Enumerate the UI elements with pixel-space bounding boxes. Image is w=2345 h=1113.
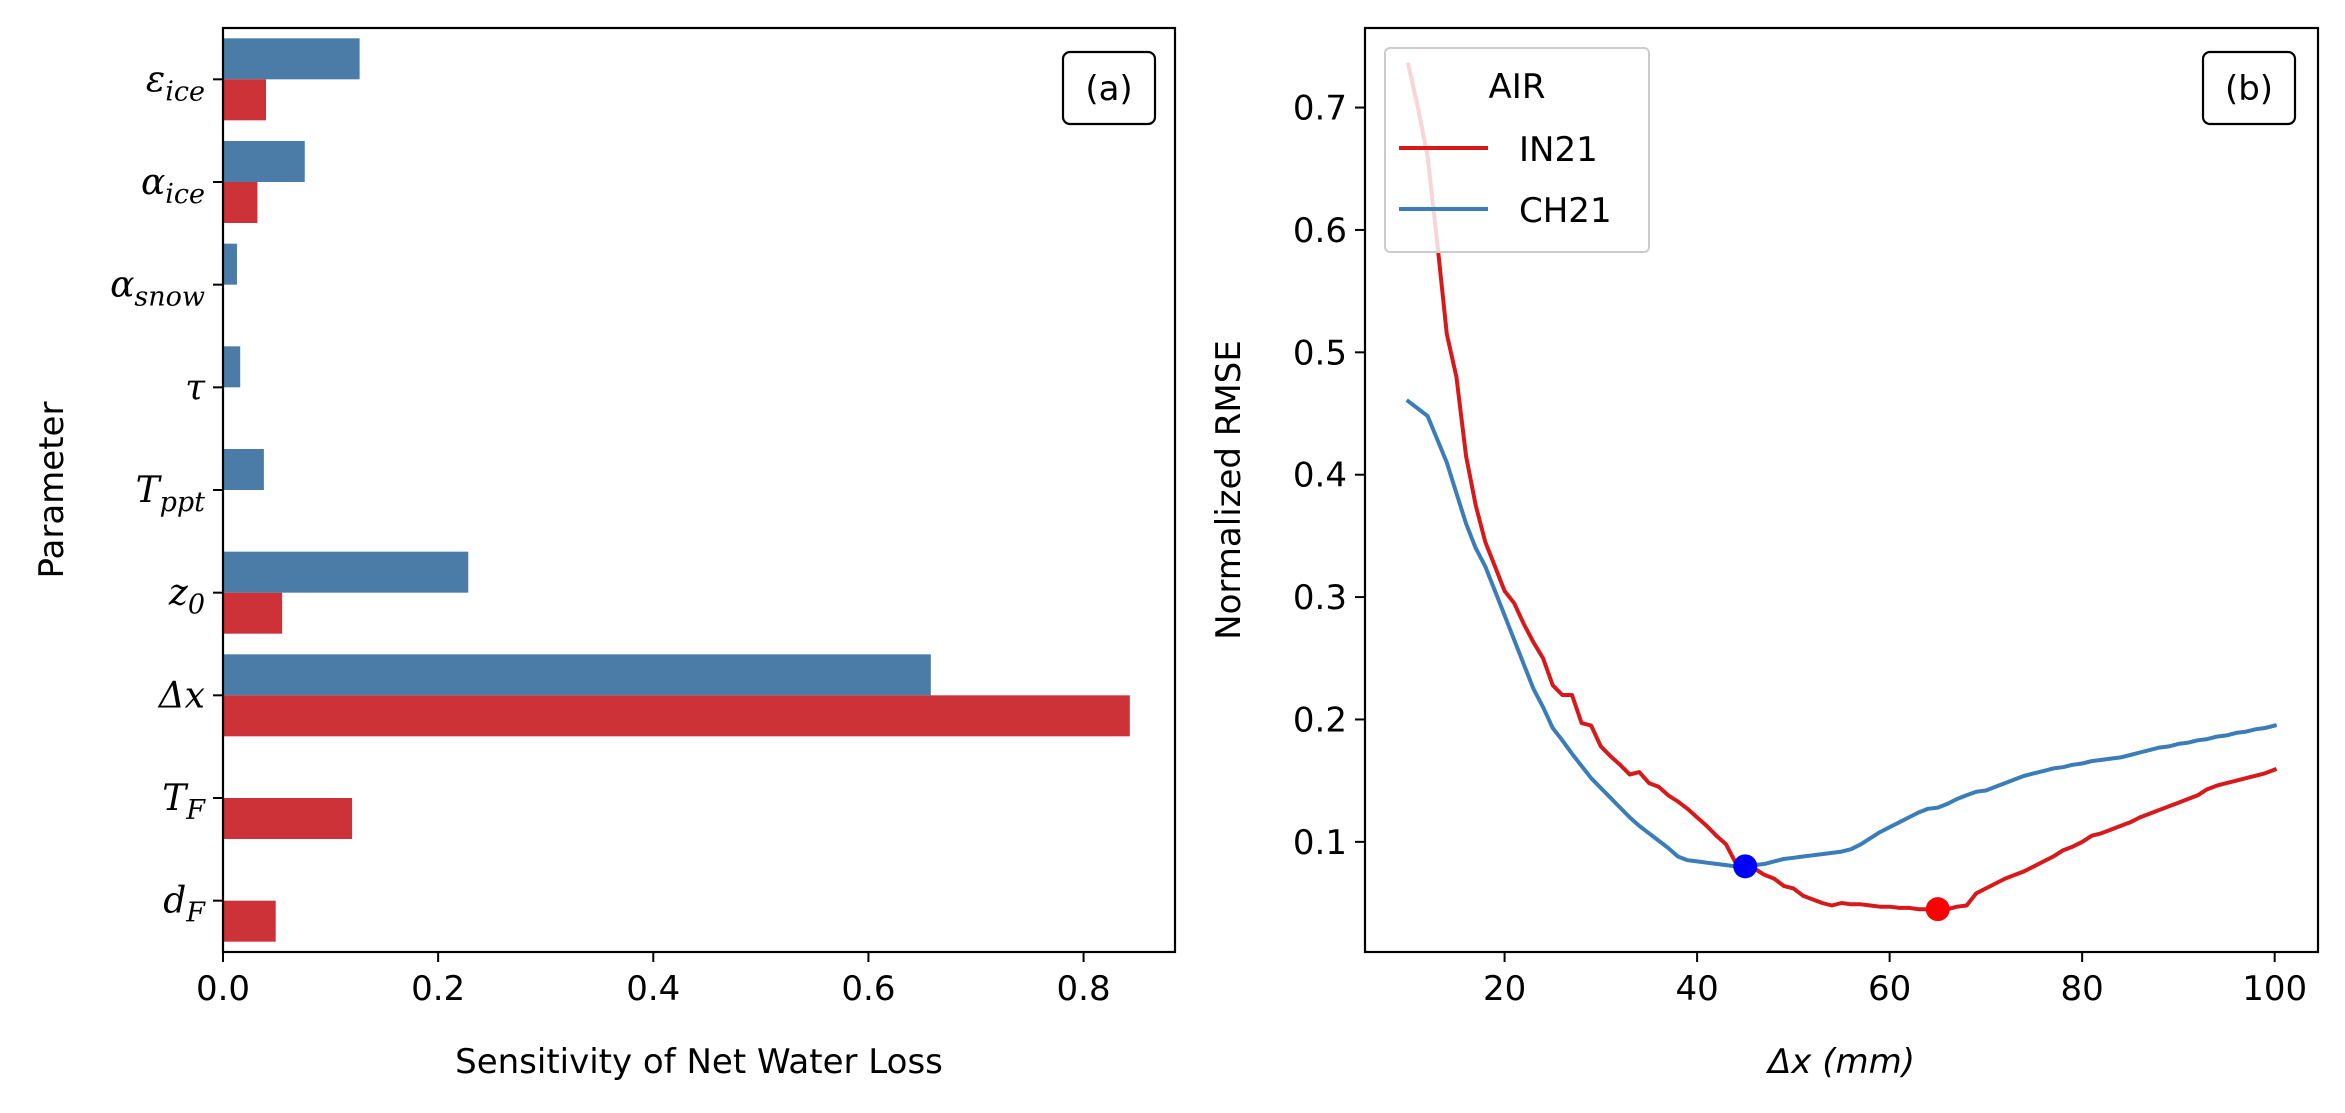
panel-a-parameter-ticks: εice αice αsnow τ Tppt z0 Δx TF dF: [110, 59, 223, 929]
y-tick-label-T_F: TF: [162, 778, 206, 826]
panel-b-frame: [1363, 26, 2320, 954]
bar-alpha_ice-series-1: [223, 141, 305, 182]
x-tick-label: 20: [1483, 969, 1526, 1009]
legend-label-ch21: CH21: [1519, 191, 1612, 231]
panel-a-y-axis-label: Parameter: [32, 402, 72, 579]
bar-alpha_snow-series-1: [223, 243, 237, 285]
panel-a-tag-label: (a): [1085, 69, 1132, 109]
panel-b-x-axis-label: Δx (mm): [1765, 1042, 1915, 1082]
bar-dx-series-1: [223, 654, 931, 696]
bar-tau-series-1: [223, 346, 241, 388]
bar-alpha_ice-series-2: [223, 182, 258, 223]
bar-z0-series-1: [223, 551, 469, 593]
panel-b-tag-label: (b): [2225, 69, 2273, 109]
panel-b-y-ticks: 0.1 0.2 0.3 0.4 0.5 0.6 0.7: [1293, 89, 1365, 863]
bar-eps_ice-series-2: [223, 79, 267, 121]
minimum-marker-ch21: [1733, 854, 1758, 879]
bar-z0-series-2: [223, 592, 283, 634]
series-line-in21: [1405, 62, 2278, 912]
y-tick-label-z0: z0: [168, 573, 205, 621]
legend-label-in21: IN21: [1519, 130, 1598, 170]
panel-a-frame: [221, 26, 1177, 954]
bar-eps_ice-series-1: [223, 38, 360, 80]
y-tick-label: 0.5: [1293, 333, 1347, 373]
y-tick-label-T_ppt: Tppt: [136, 470, 206, 518]
panel-b-x-ticks: 20 40 60 80 100: [1483, 952, 2307, 1009]
bar-dx-series-2: [223, 695, 1130, 737]
x-tick-label: 40: [1675, 969, 1718, 1009]
x-tick-label: 100: [2242, 969, 2307, 1009]
x-tick-label: 0.4: [626, 969, 680, 1009]
y-tick-label-alpha_snow: αsnow: [110, 265, 205, 313]
minimum-marker-in21: [1925, 897, 1950, 922]
y-tick-label: 0.4: [1293, 456, 1347, 496]
series-line-ch21: [1405, 398, 2278, 869]
y-tick-label-alpha_ice: αice: [141, 162, 205, 210]
panel-b-series-lines: [1405, 62, 2278, 912]
y-tick-label-tau: τ: [185, 367, 206, 408]
panel-b-legend: AIR IN21 CH21: [1384, 47, 1650, 253]
x-tick-label: 60: [1868, 969, 1911, 1009]
x-tick-label: 0.6: [841, 969, 895, 1009]
panel-b-line-chart: 20 40 60 80 100 0.1 0.2 0.3 0.4 0.5 0.6 0.7 Δx (mm…: [1209, 26, 2320, 1082]
bar-d_F-series-2: [223, 900, 276, 942]
bar-T_ppt-series-1: [223, 449, 264, 490]
y-tick-label: 0.3: [1293, 578, 1347, 618]
y-tick-label: 0.7: [1293, 89, 1347, 129]
x-tick-label: 0.8: [1057, 969, 1111, 1009]
bar-T_F-series-2: [223, 798, 353, 839]
panel-a-bars: [223, 38, 1130, 942]
panel-b-tag: (b): [2201, 50, 2297, 126]
y-tick-label-eps_ice: εice: [146, 59, 205, 107]
x-tick-label: 80: [2061, 969, 2104, 1009]
y-tick-label: 0.6: [1293, 211, 1347, 251]
panel-b-y-axis-label: Normalized RMSE: [1209, 340, 1249, 640]
legend-title: AIR: [1489, 67, 1546, 107]
panel-a-tag: (a): [1061, 50, 1157, 126]
panel-b-minimum-markers: [1733, 854, 1950, 922]
y-tick-label: 0.2: [1293, 700, 1347, 740]
x-tick-label: 0.0: [196, 969, 250, 1009]
panel-a-x-ticks: 0.0 0.2 0.4 0.6 0.8: [196, 952, 1111, 1009]
y-tick-label-dx: Δx: [157, 675, 205, 716]
panel-a-x-axis-label: Sensitivity of Net Water Loss: [455, 1042, 943, 1082]
y-tick-label-d_F: dF: [163, 881, 206, 929]
y-tick-label: 0.1: [1293, 823, 1347, 863]
x-tick-label: 0.2: [411, 969, 465, 1009]
